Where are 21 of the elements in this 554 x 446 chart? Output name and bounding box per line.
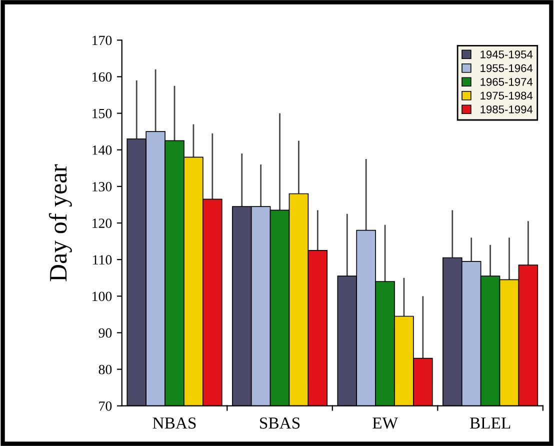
x-tick-label: BLEL [470,418,510,429]
x-tick-label: SBAS [260,418,300,429]
y-axis-title: Day of year [48,164,72,282]
y-tick-label: 80 [98,364,112,374]
y-tick-label: 140 [92,145,112,155]
legend-label: 1945-1954 [480,50,533,58]
y-tick-label: 70 [99,401,112,411]
legend-label: 1975-1984 [480,92,533,100]
y-tick-label: 100 [92,292,112,302]
legend-label: 1965-1974 [480,78,533,86]
x-tick-label: EW [372,418,398,429]
legend-label: 1985-1994 [480,105,533,114]
y-tick-label: 90 [98,328,112,338]
y-tick-label: 130 [92,182,112,192]
y-tick-label: 170 [92,36,112,46]
legend-label: 1955-1964 [480,64,533,72]
y-tick-label: 120 [92,218,112,228]
y-tick-label: 160 [92,72,112,82]
x-tick-label: NBAS [152,418,196,429]
y-tick-label: 150 [92,108,112,118]
y-tick-label: 110 [93,255,112,265]
